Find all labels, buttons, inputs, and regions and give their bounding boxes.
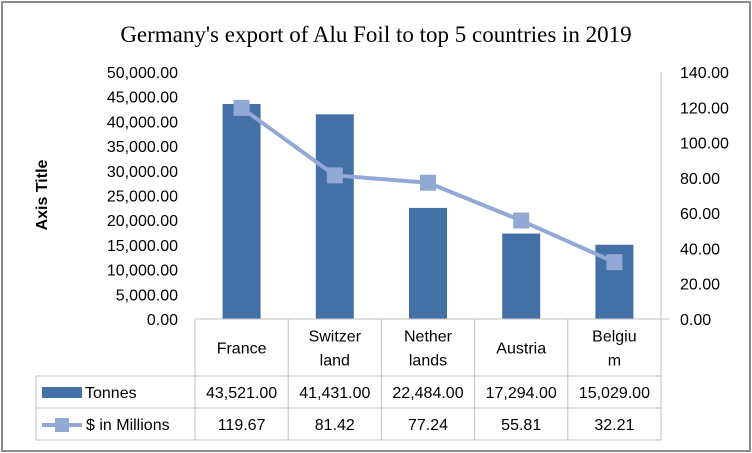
left-tick-label: 25,000.00 (107, 189, 178, 206)
bar-netherlands (409, 207, 447, 319)
category-label: Nether (404, 329, 453, 346)
dollars-value: 81.42 (315, 417, 355, 434)
chart-title: Germany's export of Alu Foil to top 5 co… (120, 22, 631, 47)
category-label: Belgiu (592, 329, 636, 346)
right-tick-label: 40.00 (680, 241, 720, 258)
right-tick-label: 100.00 (680, 136, 729, 153)
left-tick-label: 15,000.00 (107, 238, 178, 255)
dollars-value: 119.67 (218, 417, 266, 434)
line-marker-netherlands (420, 174, 436, 191)
bar-switzerland (315, 114, 354, 319)
bars (222, 104, 634, 320)
left-tick-label: 0.00 (147, 312, 178, 329)
line-marker-belgium (606, 254, 623, 271)
right-tick-label: 20.00 (680, 277, 720, 294)
line-marker-austria (513, 212, 530, 229)
right-tick-label: 120.00 (680, 100, 729, 117)
legend-key-marker (55, 418, 69, 432)
category-label: lands (409, 353, 447, 370)
left-tick-label: 35,000.00 (107, 139, 178, 156)
tonnes-value: 41,431.00 (299, 385, 370, 402)
category-label: m (608, 353, 621, 370)
category-label: France (217, 341, 267, 358)
category-label: Austria (496, 341, 546, 358)
right-tick-label: 80.00 (680, 171, 720, 188)
left-tick-label: 45,000.00 (107, 90, 178, 107)
line-marker-france (233, 99, 250, 116)
left-tick-label: 30,000.00 (107, 164, 178, 181)
tonnes-value: 43,521.00 (206, 385, 277, 402)
line-marker-switzerland (326, 167, 343, 184)
category-label: land (320, 353, 350, 370)
dollars-value: 32.21 (594, 417, 634, 434)
right-tick-label: 0.00 (680, 312, 711, 329)
legend-label-tonnes: Tonnes (85, 385, 137, 402)
category-label: Switzer (309, 329, 362, 346)
dollars-value: 77.24 (408, 417, 448, 434)
tonnes-value: 22,484.00 (392, 385, 463, 402)
tonnes-value: 15,029.00 (579, 385, 650, 402)
left-tick-label: 50,000.00 (107, 65, 178, 82)
right-tick-label: 140.00 (680, 65, 729, 82)
y-axis-title: Axis Title (34, 159, 51, 230)
bar-austria (502, 233, 541, 319)
dollars-value: 55.81 (501, 417, 541, 434)
right-axis-ticks: 0.00 20.00 40.00 60.00 80.00 100.00 120.00 140.… (660, 65, 729, 329)
left-axis-ticks: 0.00 5,000.00 10,000.00 15,000.00 20,000.00 2… (107, 65, 178, 329)
left-tick-label: 20,000.00 (107, 213, 178, 230)
line-series (233, 99, 623, 271)
bar-france (222, 104, 261, 320)
left-tick-label: 5,000.00 (116, 287, 178, 304)
left-tick-label: 40,000.00 (107, 114, 178, 131)
legend-key-tonnes (42, 387, 82, 398)
right-tick-label: 60.00 (680, 206, 720, 223)
left-tick-label: 10,000.00 (107, 263, 178, 280)
tonnes-value: 17,294.00 (486, 385, 557, 402)
legend-label-dollars: $ in Millions (86, 417, 170, 434)
data-table: France Switzer land Nether lands Austria Belgi… (35, 318, 669, 441)
